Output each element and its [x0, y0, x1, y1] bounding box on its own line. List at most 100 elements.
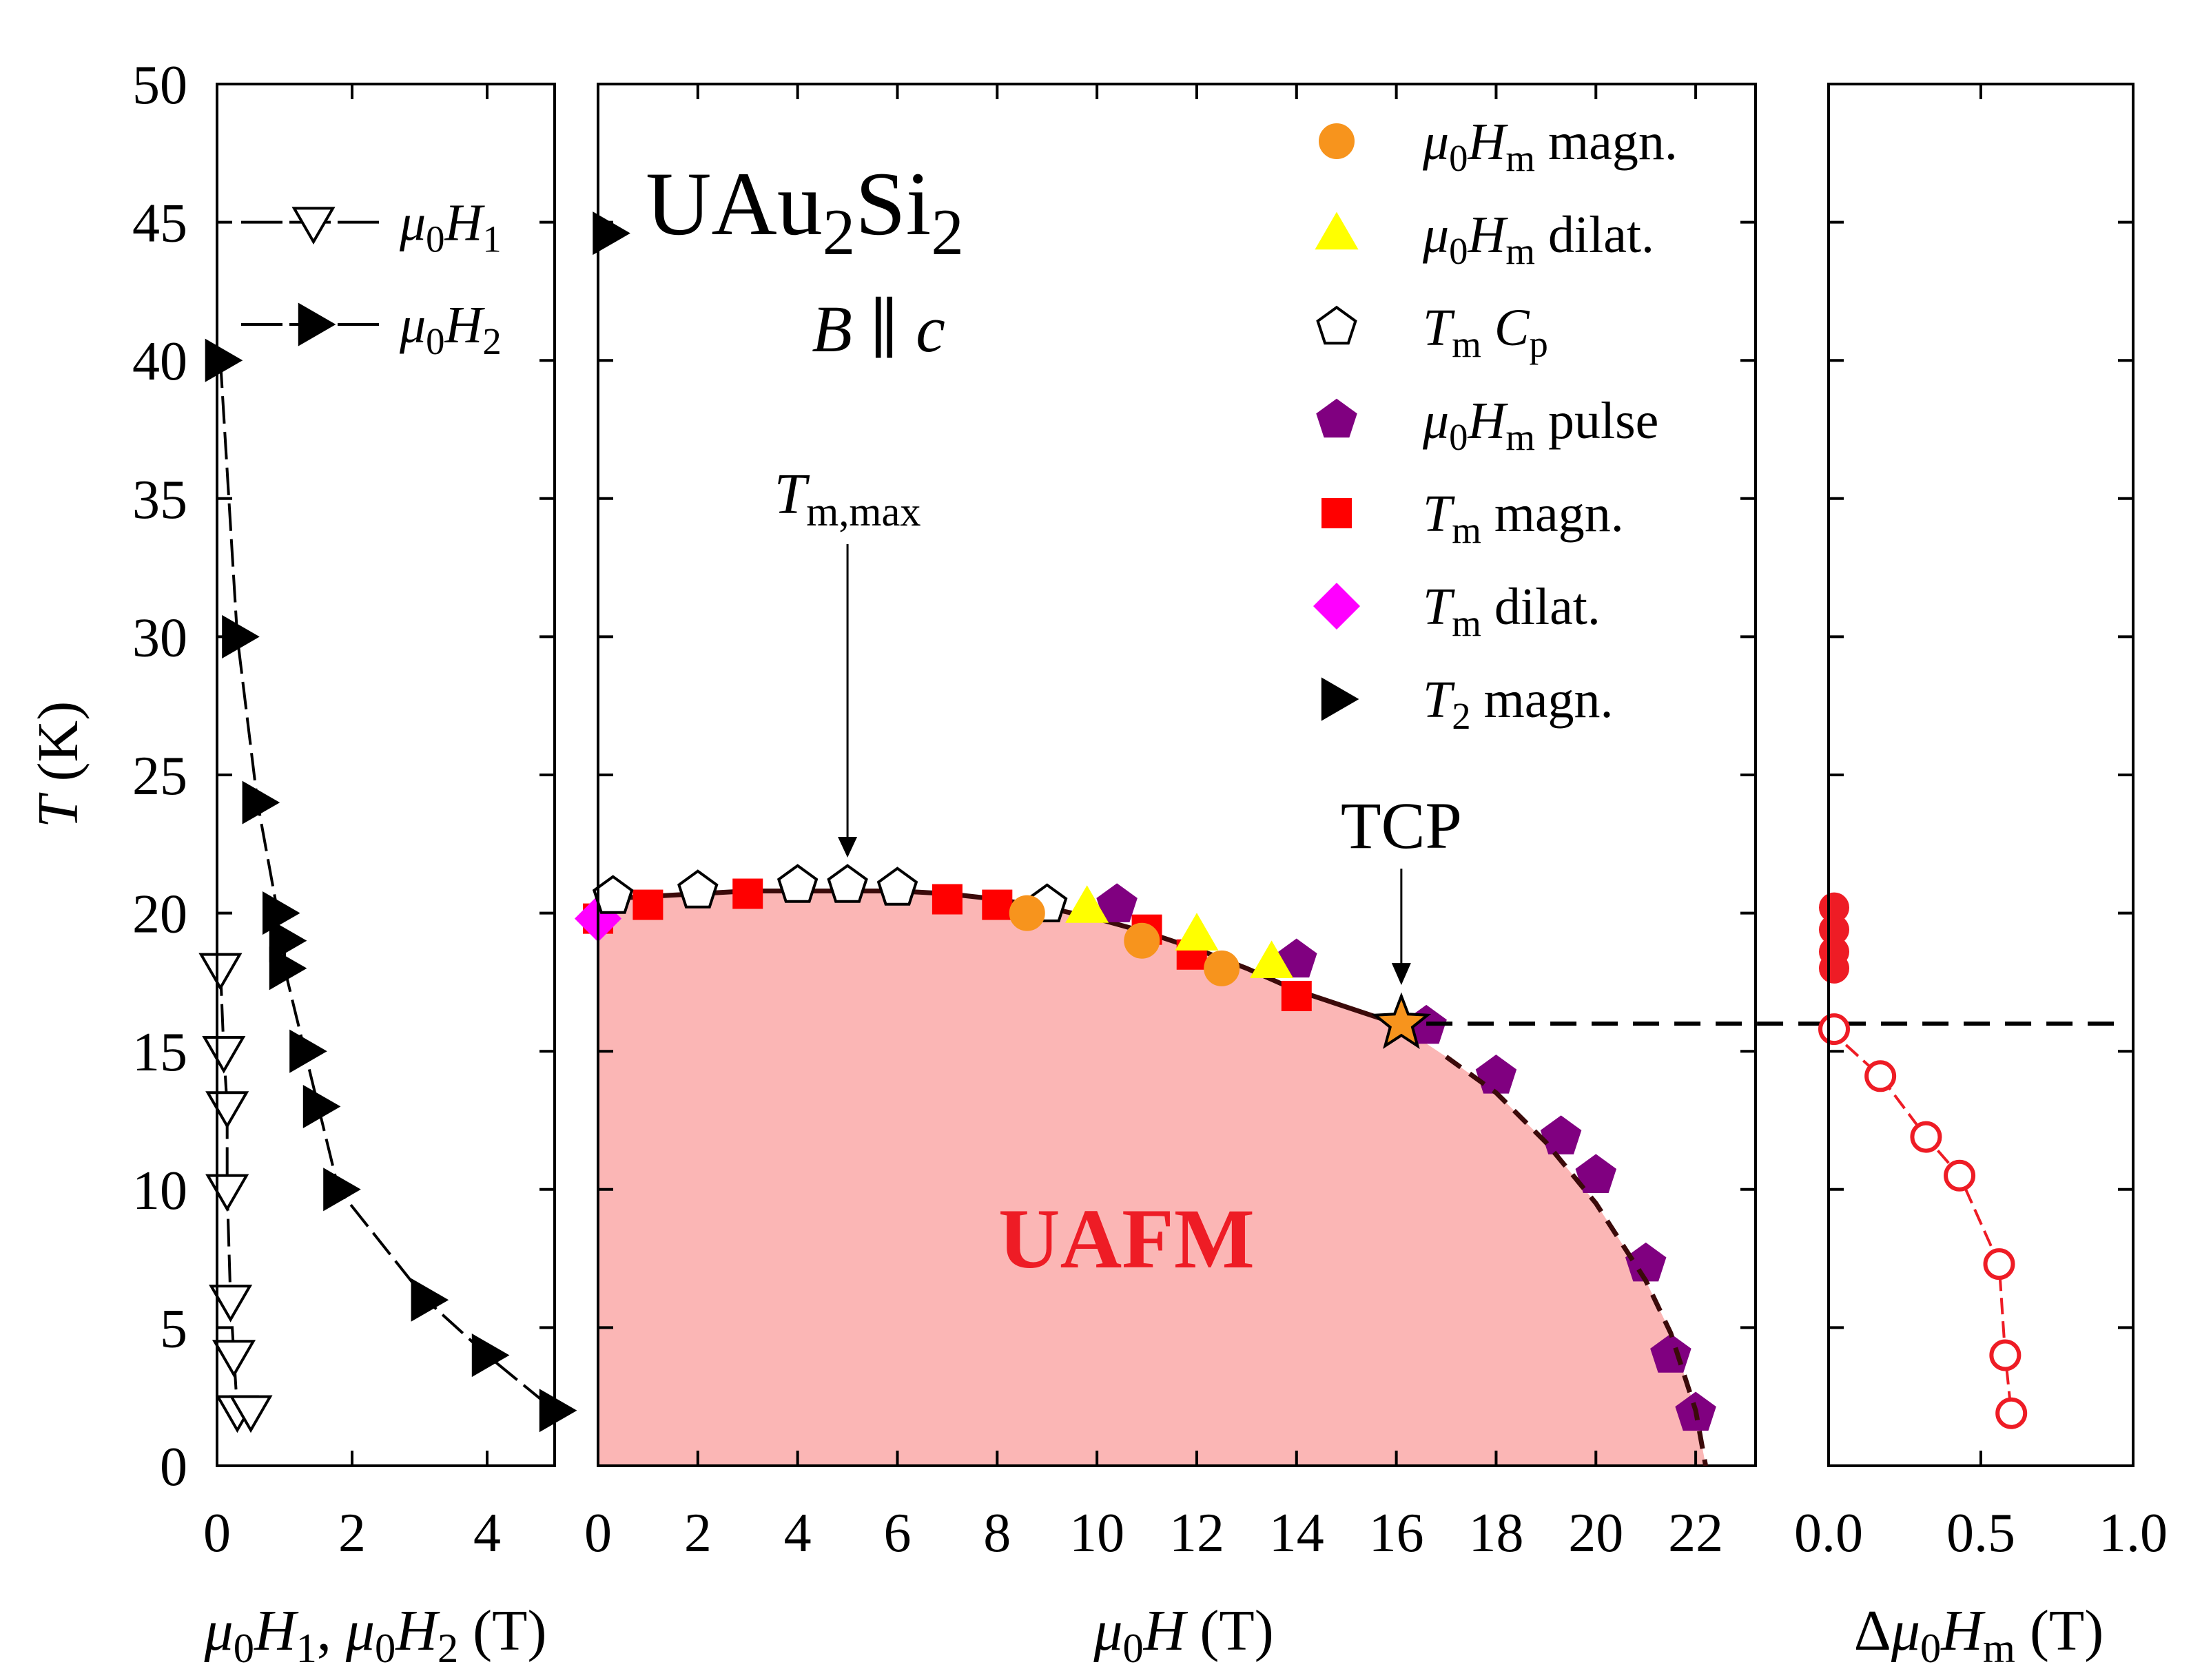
right-x-tick-labels: 0.0 0.5 1.0: [1794, 1503, 2168, 1564]
marker-h2: [269, 919, 307, 963]
marker-hm-pulse: [1096, 883, 1138, 922]
legend-label-h1: μ0H1: [399, 194, 502, 260]
legend-marker-tm-dilat: [1313, 582, 1361, 630]
marker-h1: [198, 953, 243, 991]
marker-h1: [212, 1340, 256, 1378]
x-tick-label: 1.0: [2099, 1503, 2168, 1564]
legend-marker-hm-dilat: [1315, 211, 1359, 250]
legend-label-t2-magn: T2 magn.: [1423, 671, 1614, 737]
y-tick-label: 30: [132, 608, 187, 668]
x-tick-label: 4: [473, 1503, 501, 1564]
marker-h2: [539, 1389, 577, 1433]
y-tick-label: 50: [132, 55, 187, 116]
right-x-axis-label: Δμ0Hm (T): [1854, 1599, 2103, 1672]
chart-subtitle: B ∥ c: [812, 292, 945, 366]
y-tick-label: 40: [132, 331, 187, 392]
left-legend: μ0H1 μ0H2: [241, 194, 502, 362]
marker-delta-open: [1910, 1121, 1942, 1153]
legend-marker-h2: [298, 302, 336, 346]
phase-label-uafm: UAFM: [998, 1192, 1255, 1286]
marker-hm-dilat: [1175, 913, 1219, 951]
marker-h2: [242, 780, 280, 825]
legend-marker-tm-magn: [1321, 498, 1352, 528]
marker-delta-open: [1983, 1248, 2015, 1280]
marker-delta-open: [1864, 1060, 1897, 1092]
main-x-tick-labels: 0 2 4 6 8 10 12 14 16 18 20 22: [584, 1503, 1723, 1564]
marker-hm-pulse: [1540, 1115, 1582, 1154]
left-frame: [216, 83, 556, 1467]
marker-delta-open: [1818, 1013, 1850, 1046]
marker-h2: [205, 338, 243, 382]
legend-marker-h1: [291, 207, 336, 245]
marker-h1: [209, 1285, 253, 1323]
x-tick-label: 2: [684, 1503, 712, 1564]
legend-label-tm-cp: Tm Cp: [1423, 299, 1548, 365]
x-tick-label: 4: [784, 1503, 812, 1564]
main-panel: 0 2 4 6 8 10 12 14 16 18 20 22 UAu2Si2 B ∥ c UAFM T…: [574, 83, 1757, 1564]
marker-h2: [269, 946, 307, 991]
y-tick-labels: 0 5 10 15 20 25 30 35 40 45 50: [132, 55, 187, 1497]
legend-marker-hm-pulse: [1316, 398, 1357, 438]
main-x-axis-label: μ0H (T): [1093, 1599, 1273, 1672]
marker-h1: [229, 1395, 273, 1433]
left-x-tick-labels: 0 2 4: [203, 1503, 501, 1564]
x-tick-label: 22: [1668, 1503, 1723, 1564]
legend-label-hm-pulse: μ0Hm pulse: [1422, 392, 1658, 458]
marker-hm-pulse: [1575, 1154, 1617, 1193]
marker-hm-pulse: [1276, 938, 1317, 978]
legend-label-h2: μ0H2: [399, 296, 502, 362]
marker-delta-filled: [1819, 953, 1849, 984]
y-tick-label: 10: [132, 1161, 187, 1221]
marker-tm-cp: [776, 864, 819, 903]
tmax-label: Tm,max: [774, 462, 921, 535]
y-tick-label: 5: [160, 1298, 187, 1359]
marker-h2: [302, 1084, 341, 1128]
y-tick-label: 25: [132, 746, 187, 807]
marker-tm-magn: [932, 884, 963, 915]
marker-tm-magn: [732, 878, 763, 909]
x-tick-label: 2: [338, 1503, 366, 1564]
marker-tm-cp: [876, 867, 918, 906]
marker-tm-magn: [982, 889, 1013, 920]
marker-h2: [411, 1278, 449, 1322]
legend-marker-hm-magn: [1319, 123, 1355, 159]
legend-marker-tm-cp: [1316, 305, 1357, 345]
x-tick-label: 6: [883, 1503, 911, 1564]
y-tick-label: 15: [132, 1022, 187, 1083]
marker-h2: [289, 1029, 327, 1073]
marker-h2: [323, 1168, 361, 1212]
marker-tm-cp: [827, 864, 868, 903]
marker-tm-magn: [1281, 980, 1312, 1011]
legend-label-tm-magn: Tm magn.: [1423, 485, 1624, 551]
x-tick-label: 0: [584, 1503, 612, 1564]
x-tick-label: 16: [1369, 1503, 1424, 1564]
marker-delta-open: [1995, 1397, 2028, 1429]
uafm-region: [598, 891, 1706, 1466]
left-x-axis-label: μ0H1, μ0H2 (T): [204, 1599, 547, 1672]
tcp-star: [1371, 992, 1432, 1049]
marker-h2: [471, 1334, 510, 1378]
phase-boundary-dashed: [1444, 1055, 1709, 1466]
main-markers: [574, 211, 1716, 1431]
marker-hm-dilat: [1250, 940, 1294, 978]
x-tick-label: 20: [1568, 1503, 1623, 1564]
x-tick-label: 18: [1468, 1503, 1523, 1564]
marker-delta-open: [1989, 1339, 2022, 1371]
x-tick-label: 0.0: [1794, 1503, 1863, 1564]
x-tick-label: 14: [1269, 1503, 1324, 1564]
legend-label-hm-dilat: μ0Hm dilat.: [1422, 206, 1654, 272]
tcp-label: TCP: [1341, 789, 1462, 862]
main-legend: μ0Hm magn. μ0Hm dilat. Tm Cp μ0Hm pulse Tm m…: [1313, 113, 1678, 737]
x-tick-label: 10: [1069, 1503, 1124, 1564]
right-panel: 0.0 0.5 1.0: [1426, 83, 2168, 1564]
marker-tm-cp: [677, 869, 719, 909]
x-tick-label: 0.5: [1946, 1503, 2015, 1564]
h2-line: [218, 360, 556, 1412]
y-tick-label: 35: [132, 470, 187, 530]
chart-title: UAu2Si2: [646, 153, 964, 269]
y-tick-label: 0: [160, 1437, 187, 1497]
left-panel: 0 5 10 15 20 25 30 35 40 45 50 0 2 4 μ0H1 μ0H2: [132, 55, 577, 1564]
tcp-arrowhead: [1391, 963, 1411, 986]
x-tick-label: 0: [203, 1503, 231, 1564]
